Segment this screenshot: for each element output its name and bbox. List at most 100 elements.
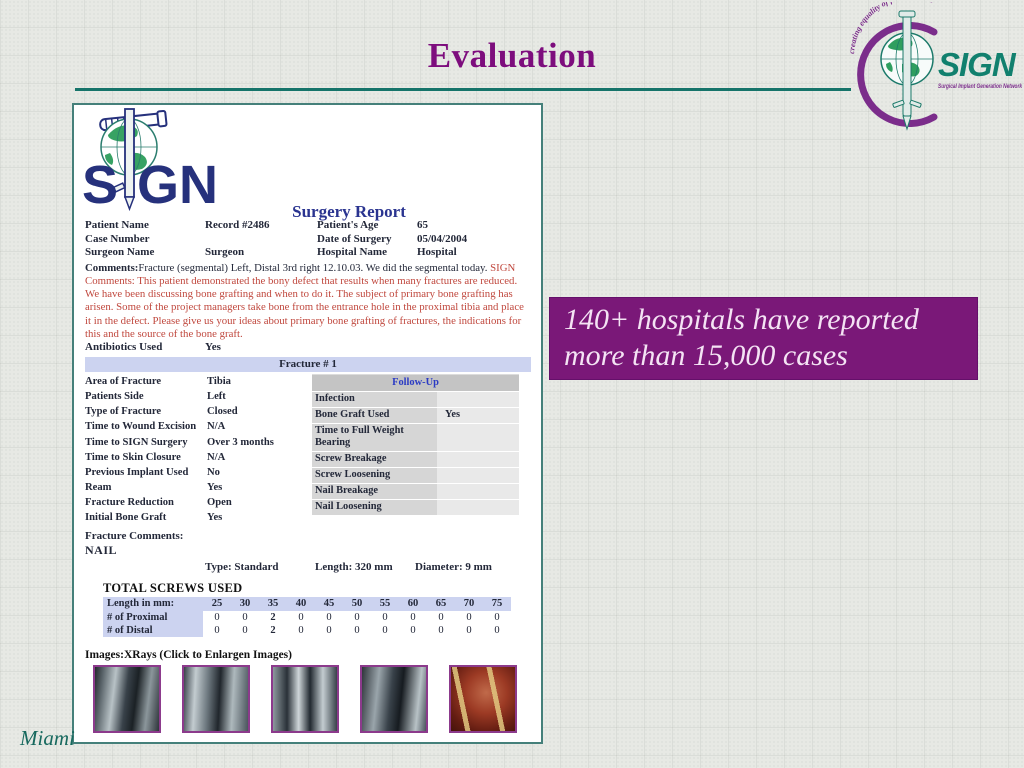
screw-count: 0: [203, 623, 231, 637]
field-label: Type of Fracture: [85, 406, 162, 418]
field-value: Tibia: [207, 375, 231, 387]
screws-length-label: Length in mm:: [103, 596, 203, 610]
field-value: N/A: [207, 451, 226, 463]
followup-row: Infection: [312, 390, 519, 407]
followup-label: Nail Loosening: [312, 499, 437, 515]
screw-size: 55: [379, 597, 391, 609]
fracture-details-area: Area of Fracture Tibia Patients Side Left …: [85, 373, 531, 528]
logo-letters-gn: GN: [137, 155, 218, 212]
callout-line-2: more than 15,000 cases: [564, 339, 848, 372]
field-label: Patient's Age: [317, 219, 379, 231]
field-row: Patients Side Left: [85, 389, 325, 404]
field-row: Initial Bone Graft Yes: [85, 510, 325, 525]
images-heading: Images:XRays (Click to Enlargen Images): [85, 648, 292, 661]
screws-table: Length in mm: 25 30 35 40 45 50 55 60 65…: [103, 596, 511, 637]
screw-count: 0: [315, 623, 343, 637]
followup-row: Nail Breakage: [312, 482, 519, 499]
logo-letter-s: S: [82, 155, 118, 212]
field-row: Time to SIGN Surgery Over 3 months: [85, 435, 325, 450]
field-label: Case Number: [85, 232, 150, 245]
screw-count: 0: [287, 610, 315, 624]
field-label: Patient Name: [85, 219, 149, 231]
followup-value: [437, 423, 519, 451]
xray-thumbnail-4[interactable]: [360, 664, 428, 733]
screw-size: 50: [351, 597, 363, 609]
followup-value: [437, 499, 519, 515]
field-label: Initial Bone Graft: [85, 512, 167, 524]
screw-count: 0: [371, 610, 399, 624]
xray-thumbnail-2[interactable]: [182, 664, 250, 733]
fracture-comments-label: Fracture Comments:: [85, 529, 184, 542]
screw-count: 0: [343, 610, 371, 624]
followup-row: Nail Loosening: [312, 498, 519, 515]
followup-value: [437, 483, 519, 499]
followup-value: [437, 451, 519, 467]
followup-row: Screw Loosening: [312, 466, 519, 483]
followup-header: Follow-Up: [312, 374, 519, 391]
screw-count: 0: [231, 623, 259, 637]
nail-type: Type: Standard: [205, 560, 279, 573]
field-row: Type of Fracture Closed: [85, 404, 325, 419]
field-value: Left: [207, 390, 226, 402]
field-value: [205, 233, 317, 247]
callout-box: 140+ hospitals have reported more than 1…: [549, 297, 978, 380]
slide-title: Evaluation: [427, 36, 597, 75]
field-value: Open: [207, 497, 232, 509]
field-value: N/A: [207, 421, 226, 433]
brand-wordmark: SIGN: [938, 46, 1017, 83]
field-row: Ream Yes: [85, 480, 325, 495]
followup-value: Yes: [437, 407, 519, 423]
field-value: Yes: [205, 341, 221, 354]
xray-thumbnail-3[interactable]: [271, 664, 339, 733]
followup-label: Screw Loosening: [312, 467, 437, 483]
sign-brand-logo: creating equality of fracture care SIGN …: [850, 2, 1022, 131]
xray-thumbnail-1[interactable]: [93, 664, 161, 733]
report-body: Patient Name Record #2486 Patient's Age …: [85, 219, 531, 742]
field-label: Previous Implant Used: [85, 466, 189, 478]
field-value: Closed: [207, 406, 238, 418]
surgery-photo-thumbnail[interactable]: [449, 664, 517, 733]
title-underline: [75, 88, 851, 91]
field-label: Date of Surgery: [317, 232, 392, 245]
screw-count: 0: [371, 623, 399, 637]
screw-count: 0: [399, 623, 427, 637]
screw-size: 45: [323, 597, 335, 609]
screw-size: 60: [407, 597, 419, 609]
field-label: Surgeon Name: [85, 246, 155, 258]
field-row: Time to Wound Excision N/A: [85, 419, 325, 434]
field-label: Fracture Reduction: [85, 497, 174, 509]
report-title: Surgery Report: [292, 202, 406, 221]
print-button[interactable]: Print: [290, 741, 326, 742]
nail-icon: [112, 108, 136, 212]
field-label: Time to SIGN Surgery: [85, 436, 188, 448]
field-row: Previous Implant Used No: [85, 465, 325, 480]
screw-count: 0: [455, 610, 483, 624]
followup-label: Nail Breakage: [312, 483, 437, 499]
field-row: Time to Skin Closure N/A: [85, 450, 325, 465]
screws-header-row: Length in mm: 25 30 35 40 45 50 55 60 65…: [103, 596, 511, 611]
field-label: Hospital Name: [317, 246, 387, 258]
field-value: No: [207, 466, 220, 478]
followup-row: Bone Graft Used Yes: [312, 406, 519, 423]
screw-size: 25: [211, 597, 223, 609]
screw-size: 35: [267, 597, 279, 609]
field-value: Over 3 months: [207, 436, 274, 448]
screw-count: 0: [287, 623, 315, 637]
print-button-row: Print: [85, 741, 531, 742]
followup-label: Infection: [312, 391, 437, 407]
screw-count: 2: [259, 623, 287, 637]
field-value: 05/04/2004: [417, 232, 468, 245]
followup-row: Time to Full Weight Bearing: [312, 422, 519, 451]
screw-count: 0: [315, 610, 343, 624]
screw-count: 0: [231, 610, 259, 624]
screw-count: 2: [259, 610, 287, 624]
callout-line-1: 140+ hospitals have reported: [564, 303, 919, 336]
screw-count: 0: [427, 623, 455, 637]
surgeon-comments-text: Fracture (segmental) Left, Distal 3rd ri…: [138, 261, 491, 274]
screw-count: 0: [427, 610, 455, 624]
followup-value: [437, 391, 519, 407]
screw-size: 70: [463, 597, 475, 609]
screw-size: 75: [491, 597, 503, 609]
field-row: Fracture Reduction Open: [85, 495, 325, 510]
screw-size: 30: [239, 597, 251, 609]
